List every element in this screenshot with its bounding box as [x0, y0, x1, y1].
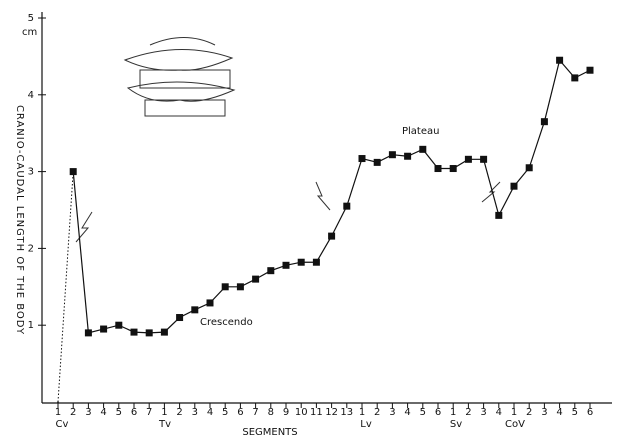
- data-point: [450, 165, 457, 172]
- x-tick-label: 2: [526, 407, 532, 418]
- y-tick-label: 2: [28, 243, 34, 254]
- x-tick-label: 3: [85, 407, 91, 418]
- x-tick-label: 4: [404, 407, 410, 418]
- x-tick-label: 11: [310, 407, 323, 418]
- x-tick-label: 2: [176, 407, 182, 418]
- x-tick-label: 1: [450, 407, 456, 418]
- data-point: [161, 329, 168, 336]
- data-point: [541, 118, 548, 125]
- x-tick-label: 1: [161, 407, 167, 418]
- x-axis-title: SEGMENTS: [242, 427, 297, 438]
- data-point: [571, 74, 578, 81]
- x-tick-label: 5: [222, 407, 228, 418]
- y-tick-label: 5: [28, 13, 34, 24]
- data-point: [176, 314, 183, 321]
- x-tick-label: 5: [420, 407, 426, 418]
- x-tick-label: 4: [496, 407, 502, 418]
- x-tick-label: 9: [283, 407, 289, 418]
- data-point: [343, 203, 350, 210]
- dotted-start: [58, 172, 73, 402]
- data-point: [267, 267, 274, 274]
- x-tick-label: 1: [55, 407, 61, 418]
- x-tick-label: 13: [340, 407, 353, 418]
- data-point: [480, 156, 487, 163]
- data-point: [283, 262, 290, 269]
- group-label: Lv: [360, 419, 372, 430]
- data-point: [359, 155, 366, 162]
- x-tick-label: 6: [131, 407, 137, 418]
- y-tick-label: 3: [28, 167, 34, 178]
- data-point: [435, 165, 442, 172]
- data-point: [465, 156, 472, 163]
- x-tick-label: 1: [511, 407, 517, 418]
- x-tick-label: 3: [192, 407, 198, 418]
- y-tick-label: 1: [28, 320, 34, 331]
- data-point: [131, 329, 138, 336]
- origin-point: [57, 401, 59, 403]
- data-line: [73, 60, 590, 333]
- y-unit: cm: [22, 27, 37, 38]
- data-point: [115, 322, 122, 329]
- data-point: [556, 57, 563, 64]
- x-tick-label: 4: [556, 407, 562, 418]
- annotation: Crescendo: [200, 317, 253, 328]
- data-point: [298, 259, 305, 266]
- data-point: [374, 159, 381, 166]
- page: cm CRANIO-CAUDAL LENGTH OF THE BODY SEGM…: [0, 0, 621, 439]
- data-point: [70, 168, 77, 175]
- vertebra-sketch: [125, 38, 234, 117]
- data-point: [328, 233, 335, 240]
- x-tick-label: 3: [480, 407, 486, 418]
- group-label: Tv: [158, 419, 171, 430]
- data-point: [207, 299, 214, 306]
- x-tick-label: 7: [146, 407, 152, 418]
- data-point: [222, 283, 229, 290]
- x-tick-label: 6: [587, 407, 593, 418]
- x-tick-label: 6: [237, 407, 243, 418]
- arrow-sign: [76, 182, 500, 242]
- x-tick-label: 2: [465, 407, 471, 418]
- data-point: [404, 153, 411, 160]
- x-tick-label: 4: [207, 407, 213, 418]
- x-tick-label: 12: [325, 407, 338, 418]
- data-point: [495, 212, 502, 219]
- data-point: [313, 259, 320, 266]
- x-tick-label: 2: [70, 407, 76, 418]
- data-point: [389, 151, 396, 158]
- x-tick-label: 3: [389, 407, 395, 418]
- data-point: [511, 183, 518, 190]
- x-tick-label: 4: [100, 407, 106, 418]
- annotation: Plateau: [402, 126, 439, 137]
- data-point: [587, 67, 594, 74]
- x-tick-label: 1: [359, 407, 365, 418]
- data-point: [526, 164, 533, 171]
- x-tick-label: 6: [435, 407, 441, 418]
- group-label: CoV: [505, 419, 525, 430]
- x-tick-label: 10: [295, 407, 308, 418]
- x-tick-label: 3: [541, 407, 547, 418]
- data-point: [237, 283, 244, 290]
- group-label: Cv: [56, 419, 69, 430]
- data-point: [252, 276, 259, 283]
- data-point: [146, 329, 153, 336]
- group-label: Sv: [450, 419, 462, 430]
- y-axis-title: CRANIO-CAUDAL LENGTH OF THE BODY: [14, 105, 25, 335]
- x-tick-label: 8: [268, 407, 274, 418]
- data-point: [85, 329, 92, 336]
- data-point: [419, 146, 426, 153]
- x-tick-label: 5: [116, 407, 122, 418]
- x-tick-label: 2: [374, 407, 380, 418]
- x-tick-label: 7: [252, 407, 258, 418]
- chart: cm CRANIO-CAUDAL LENGTH OF THE BODY SEGM…: [0, 0, 621, 439]
- x-tick-label: 5: [572, 407, 578, 418]
- data-point: [191, 306, 198, 313]
- data-point: [100, 326, 107, 333]
- y-tick-label: 4: [28, 90, 34, 101]
